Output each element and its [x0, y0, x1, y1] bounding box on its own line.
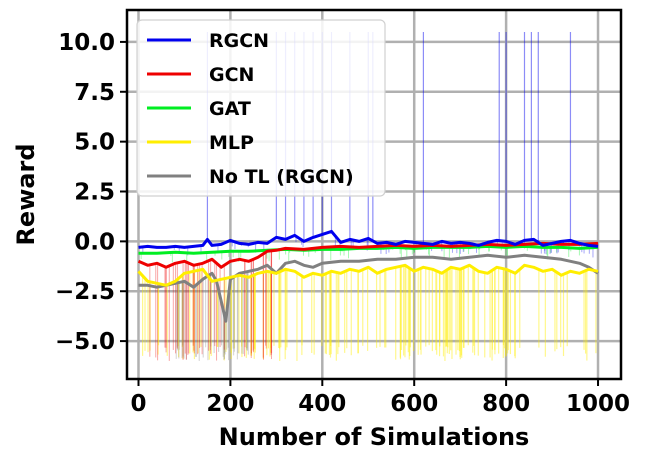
- x-tick-label-4: 800: [482, 391, 530, 417]
- x-tick-label-0: 0: [130, 391, 146, 417]
- legend-label-mlp: MLP: [209, 132, 254, 154]
- legend-box: [136, 19, 386, 197]
- y-tick-label-4: 5.0: [74, 130, 115, 156]
- x-tick-label-3: 600: [390, 391, 438, 417]
- legend-label-no-tl-rgcn: No TL (RGCN): [209, 166, 354, 188]
- axis-ticks: 0 200 400 600 800 1000 −5.0 −2.5 0.0 2.5 5.0 7.5 10.…: [55, 30, 630, 417]
- x-axis-label: Number of Simulations: [219, 423, 530, 451]
- y-tick-label-3: 2.5: [74, 180, 115, 206]
- legend-label-gcn: GCN: [209, 64, 254, 86]
- y-tick-label-1: −2.5: [55, 279, 115, 305]
- series-lines: [137, 229, 599, 323]
- plot-area-frame: [125, 8, 623, 381]
- series-line-rgcn: [138, 229, 599, 249]
- noise-band-mlp: [142, 265, 597, 361]
- noise-band-no-tl-rgcn: [175, 271, 249, 361]
- x-tick-label-5: 1000: [566, 391, 630, 417]
- y-tick-label-5: 7.5: [74, 80, 115, 106]
- y-tick-label-0: −5.0: [55, 329, 115, 355]
- legend-label-rgcn: RGCN: [209, 30, 269, 52]
- y-tick-label-2: 0.0: [74, 229, 115, 255]
- x-tick-label-1: 200: [206, 391, 254, 417]
- x-tick-label-2: 400: [298, 391, 346, 417]
- series-line-no-tl-rgcn: [138, 253, 599, 323]
- series-line-gcn: [137, 241, 599, 269]
- legend: RGCN GCN GAT MLP No TL (RGCN): [136, 19, 386, 197]
- y-axis-label: Reward: [12, 143, 40, 245]
- legend-label-gat: GAT: [209, 98, 251, 120]
- series-line-mlp: [137, 263, 599, 287]
- y-tick-label-6: 10.0: [58, 30, 115, 56]
